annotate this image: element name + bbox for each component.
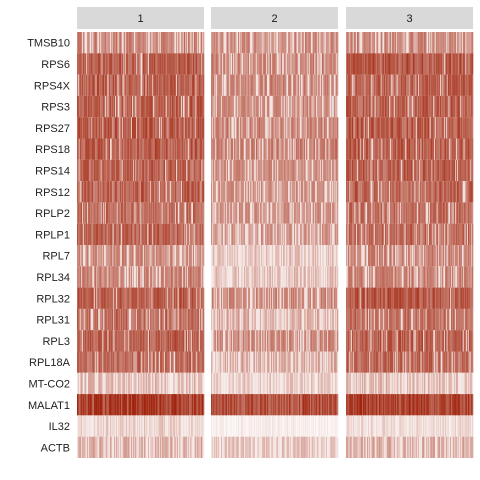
gene-label-rplp2: RPLP2 [35,208,70,220]
heatmap-cell-column [337,160,338,181]
facet-label-1: 1 [137,13,143,25]
heatmap-cell-rps4x-2 [211,75,338,96]
heatmap-cell-rps6-3 [346,53,473,74]
heatmap-cell-rps27-1 [77,117,204,138]
heatmap-cell-column [337,53,338,74]
heatmap-cell-rps6-1 [77,53,204,74]
heatmap-cell-column [472,202,473,223]
facet-label-2: 2 [271,13,277,25]
gene-label-rps12: RPS12 [35,187,70,199]
facet-label-3: 3 [406,13,412,25]
heatmap-cell-column [472,53,473,74]
heatmap-cell-rps12-3 [346,181,473,202]
heatmap-cell-rps27-3 [346,117,473,138]
heatmap-cell-column [337,224,338,245]
gene-label-rplp1: RPLP1 [35,229,70,241]
heatmap-cell-column [472,32,473,53]
heatmap-cell-rpl7-1 [77,245,204,266]
heatmap-cell-rps3-1 [77,96,204,117]
heatmap-cell-column [203,53,204,74]
heatmap-cell-rplp2-1 [77,202,204,223]
gene-label-rpl7: RPL7 [42,251,70,263]
heatmap-cell-column [203,32,204,53]
heatmap-cell-column [337,32,338,53]
heatmap-cell-rplp2-3 [346,202,473,223]
heatmap-cell-rps18-3 [346,139,473,160]
heatmap-cell-column [337,96,338,117]
heatmap-cell-column [337,202,338,223]
heatmap-cell-rplp2-2 [211,202,338,223]
heatmap-cell-rps4x-3 [346,75,473,96]
heatmap-cell-rps6-2 [211,53,338,74]
heatmap-cell-column [203,96,204,117]
heatmap-cell-rps3-3 [346,96,473,117]
heatmap-cell-column [472,96,473,117]
heatmap-cell-rpl7-3 [346,245,473,266]
heatmap-cell-column [203,181,204,202]
heatmap-cell-rps12-2 [211,181,338,202]
heatmap-cell-column [203,139,204,160]
heatmap-cell-rpl7-2 [211,245,338,266]
gene-label-rps18: RPS18 [35,144,70,156]
heatmap-cell-column [472,139,473,160]
heatmap-cell-rps14-3 [346,160,473,181]
heatmap-cell-column [203,224,204,245]
gene-label-rps4x: RPS4X [34,80,71,92]
heatmap-cell-column [472,160,473,181]
heatmap-cell-column [337,181,338,202]
heatmap-cell-column [472,75,473,96]
heatmap-cell-rplp1-3 [346,224,473,245]
heatmap-cell-column [337,245,338,266]
heatmap-cell-column [337,117,338,138]
heatmap-cell-column [203,245,204,266]
heatmap-cell-rps4x-1 [77,75,204,96]
heatmap-cell-column [472,181,473,202]
heatmap-cell-rps3-2 [211,96,338,117]
heatmap-cell-column [203,117,204,138]
heatmap-cell-column [472,224,473,245]
gene-label-rps3: RPS3 [41,102,70,114]
gene-label-rps27: RPS27 [35,123,70,135]
heatmap-cell-column [203,160,204,181]
heatmap-cell-rps14-1 [77,160,204,181]
heatmap-cell-tmsb10-2 [211,32,338,53]
heatmap-cell-rplp1-2 [211,224,338,245]
heatmap-cell-column [337,139,338,160]
heatmap-cell-column [203,75,204,96]
heatmap-cell-column [472,117,473,138]
heatmap-cell-rps18-1 [77,139,204,160]
gene-label-rps14: RPS14 [35,165,70,177]
gene-label-rps6: RPS6 [41,59,70,71]
heatmap-cell-rps12-1 [77,181,204,202]
heatmap-cell-tmsb10-1 [77,32,204,53]
heatmap-cell-rps14-2 [211,160,338,181]
heatmap-cell-column [203,202,204,223]
heatmap-cell-tmsb10-3 [346,32,473,53]
heatmap-cell-rps18-2 [211,139,338,160]
heatmap-cell-column [337,75,338,96]
heatmap-cell-rplp1-1 [77,224,204,245]
heatmap-cell-rps27-2 [211,117,338,138]
gene-label-tmsb10: TMSB10 [27,38,70,50]
